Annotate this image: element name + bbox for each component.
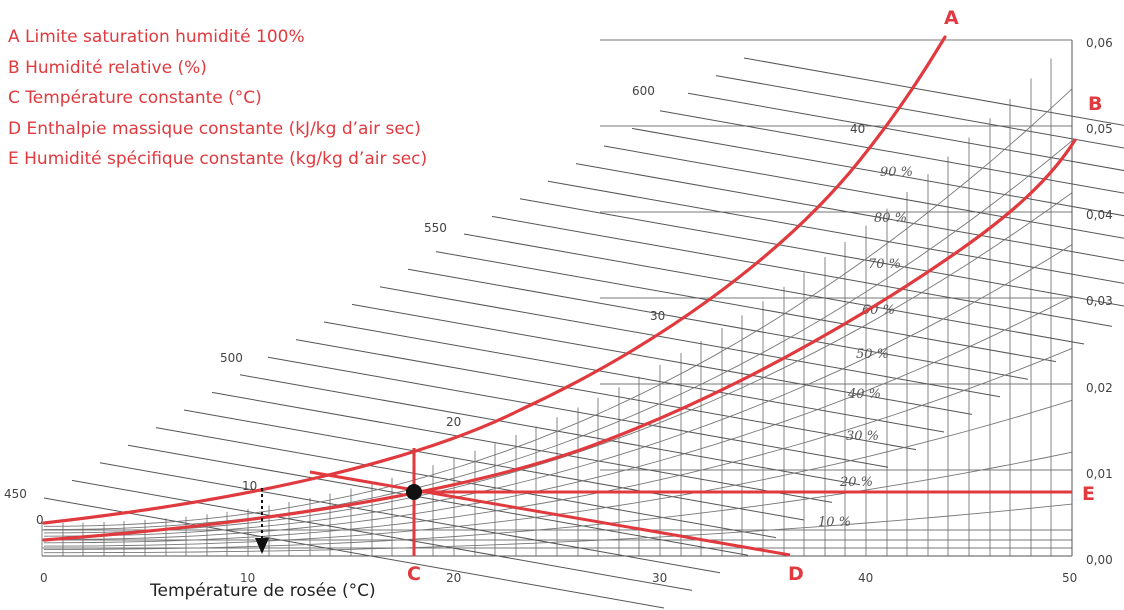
enthalpy-gridline [71, 479, 693, 591]
enthalpy-gridline [43, 497, 665, 609]
sat-temp-10: 10 [242, 479, 257, 493]
legend-item-a: A Limite saturation humidité 100% [8, 27, 305, 47]
enthalpy-label-500: 500 [220, 351, 243, 365]
rh-gridline [43, 347, 1073, 544]
enthalpy-gridline [211, 391, 833, 503]
curve-label-d: D [788, 563, 804, 585]
state-point [406, 484, 422, 500]
chart-grid [41, 39, 1124, 609]
y-tick-4: 0,04 [1086, 208, 1113, 222]
curve-label-e: E [1082, 483, 1095, 505]
enthalpy-gridline [351, 303, 973, 415]
rh-gridline [44, 451, 1073, 550]
y-tick-2: 0,02 [1086, 381, 1113, 395]
enthalpy-label-550: 550 [424, 221, 447, 235]
sat-temp-30: 30 [650, 309, 665, 323]
curve-label-b: B [1088, 93, 1102, 115]
x-tick-30: 30 [652, 571, 667, 585]
x-tick-20: 20 [446, 571, 461, 585]
legend-item-c: C Température constante (°C) [8, 88, 262, 108]
y-tick-5: 0,05 [1086, 122, 1113, 136]
enthalpy-gridline [435, 251, 1057, 363]
enthalpy-gridline [127, 444, 749, 556]
enthalpy-gridline [743, 57, 1124, 126]
enthalpy-gridline [267, 356, 889, 468]
curve-label-a: A [944, 7, 959, 29]
rh-label-30: 30 % [846, 429, 879, 444]
enthalpy-gridline [183, 409, 805, 521]
rh-gridline [43, 244, 1073, 537]
enthalpy-gridline [603, 145, 1124, 239]
rh-label-50: 50 % [856, 347, 889, 362]
enthalpy-gridline [99, 462, 721, 574]
x-tick-0: 0 [40, 571, 48, 585]
rh-label-20: 20 % [839, 475, 873, 490]
enthalpy-gridline [631, 127, 1124, 217]
rh-gridline [43, 140, 1073, 531]
dew-point-arrow-head [255, 538, 269, 554]
sat-temp-40: 40 [850, 122, 865, 136]
rh-label-90: 90 % [880, 165, 913, 180]
enthalpy-gridline [575, 163, 1124, 262]
rh-gridline [43, 88, 1073, 527]
constant-enthalpy-line-d [309, 470, 791, 557]
x-tick-50: 50 [1062, 571, 1077, 585]
y-tick-1: 0,01 [1086, 467, 1113, 481]
enthalpy-gridline [407, 268, 1029, 380]
rh-label-10: 10 % [818, 515, 851, 530]
x-tick-40: 40 [858, 571, 873, 585]
y-tick-6: 0,06 [1086, 36, 1113, 50]
curve-label-c: C [407, 563, 421, 585]
x-axis-label: Température de rosée (°C) [150, 581, 376, 601]
rh-label-40: 40 % [847, 387, 881, 402]
enthalpy-gridline [715, 75, 1124, 149]
legend-item-e: E Humidité spécifique constante (kg/kg d… [8, 149, 428, 169]
x-tick-10: 10 [240, 571, 255, 585]
rh-gridline [44, 503, 1073, 554]
rh-label-60: 60 % [862, 303, 895, 318]
y-tick-0: 0,00 [1086, 553, 1113, 567]
enthalpy-gridline [687, 92, 1124, 172]
y-tick-3: 0,03 [1086, 294, 1113, 308]
enthalpy-gridline [239, 374, 861, 486]
enthalpy-gridline [295, 339, 917, 451]
legend: A Limite saturation humidité 100% B Humi… [8, 22, 427, 175]
enthalpy-gridline [519, 198, 1124, 307]
enthalpy-label-450: 450 [4, 487, 27, 501]
relative-humidity-curve-b [42, 138, 1077, 542]
enthalpy-gridline [323, 321, 945, 433]
rh-label-70: 70 % [868, 257, 901, 272]
saturation-curve-a [42, 35, 947, 525]
enthalpy-gridline [491, 215, 1113, 327]
legend-item-b: B Humidité relative (%) [8, 57, 207, 78]
enthalpy-gridline [659, 110, 1124, 194]
legend-item-d: D Enthalpie massique constante (kJ/kg d’… [8, 118, 421, 139]
sat-temp-0: 0 [36, 513, 44, 527]
rh-label-80: 80 % [874, 211, 907, 226]
enthalpy-gridline [463, 233, 1085, 345]
rh-gridline [43, 296, 1073, 540]
rh-gridline [43, 192, 1073, 534]
enthalpy-gridline [547, 180, 1124, 284]
enthalpy-label-600: 600 [632, 84, 655, 98]
sat-temp-20: 20 [446, 415, 461, 429]
